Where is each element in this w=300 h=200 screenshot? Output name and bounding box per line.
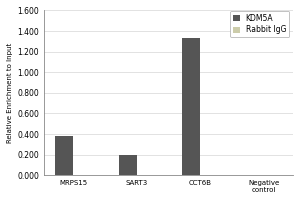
Y-axis label: Relative Enrichment to Input: Relative Enrichment to Input (7, 43, 13, 143)
Bar (119, 155, 136, 175)
Legend: KDM5A, Rabbit IgG: KDM5A, Rabbit IgG (230, 11, 289, 37)
Bar (182, 38, 200, 175)
Bar (55, 136, 73, 175)
